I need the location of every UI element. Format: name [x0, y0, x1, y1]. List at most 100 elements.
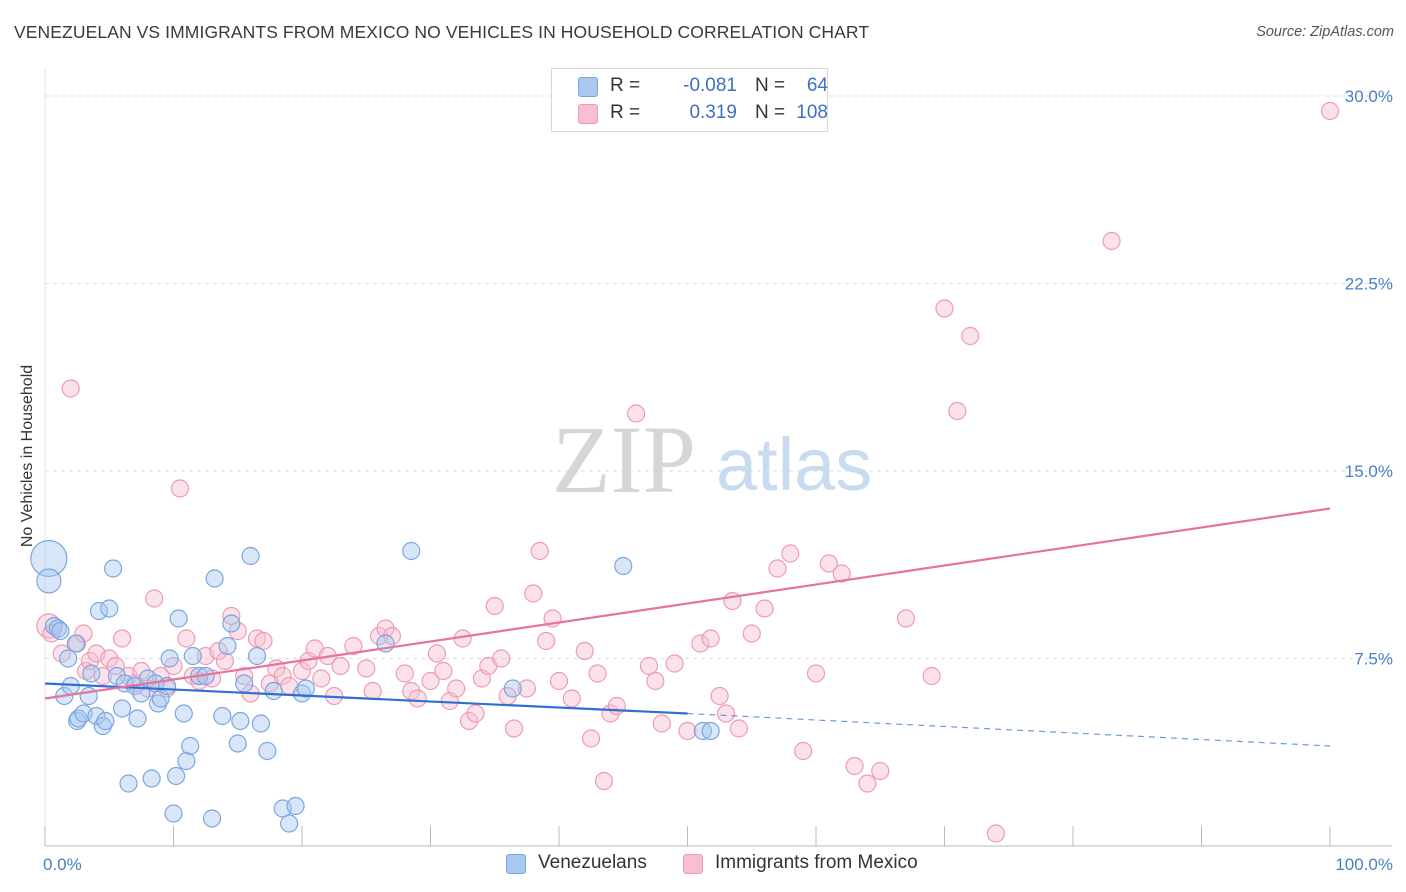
venezuelan-point: [69, 709, 88, 728]
mexico-point: [652, 714, 671, 733]
venezuelan-point: [169, 609, 188, 628]
venezuelan-point: [280, 814, 299, 833]
venezuelan-point: [100, 599, 119, 618]
venezuelan-point: [82, 664, 101, 683]
mexico-point: [781, 544, 800, 563]
venezuelan-point: [258, 741, 277, 761]
mexico-point: [408, 689, 427, 708]
mexico-point: [530, 541, 549, 561]
n-value: 108: [796, 102, 828, 123]
mexico-point: [665, 654, 684, 673]
mexico-point: [292, 661, 312, 681]
blue-swatch: [506, 854, 526, 874]
mexico-point: [1320, 101, 1340, 121]
venezuelan-point: [107, 666, 127, 686]
venezuelan-point: [231, 711, 250, 731]
venezuelan-point: [693, 721, 713, 741]
mexico-point: [228, 621, 247, 641]
mexico-point: [395, 664, 414, 683]
mexico-point: [357, 659, 376, 678]
venezuelan-point: [218, 636, 237, 656]
venezuelan-point: [264, 681, 283, 701]
mexico-point: [806, 664, 826, 683]
mexico-point: [132, 661, 151, 681]
venezuelan-point: [235, 674, 254, 693]
mexico-point: [145, 589, 164, 608]
venezuelan-point: [112, 699, 132, 718]
mexico-point: [961, 326, 980, 346]
mexico-point: [710, 686, 729, 706]
mexico-point: [768, 559, 787, 578]
mexico-point: [485, 596, 504, 616]
venezuelan-point: [701, 721, 720, 741]
mexico-points: [36, 101, 1340, 843]
mexico-point: [370, 626, 389, 646]
venezuelan-point: [36, 568, 62, 594]
venezuelan-point: [286, 796, 305, 816]
mexico-point: [948, 401, 967, 421]
chart-title: VENEZUELAN VS IMMIGRANTS FROM MEXICO NO …: [14, 22, 870, 42]
venezuelan-point: [241, 546, 260, 566]
mexico-point: [607, 696, 626, 716]
pink-swatch: [683, 854, 703, 874]
mexico-point: [492, 649, 511, 668]
mexico-point: [742, 624, 761, 643]
venezuelan-point: [142, 769, 161, 788]
venezuelan-points: [30, 539, 720, 833]
venezuelan-point: [202, 809, 222, 828]
mexico-point: [93, 666, 112, 686]
venezuelan-point: [247, 646, 267, 666]
mexico-point: [344, 636, 363, 656]
y-tick-label: 30.0%: [1345, 87, 1393, 106]
pink-swatch: [578, 104, 598, 124]
y-tick-label: 7.5%: [1354, 650, 1393, 669]
mexico-point: [504, 719, 524, 738]
venezuelan-trend-extension: [687, 712, 1331, 747]
watermark-atlas: atlas: [716, 423, 872, 506]
mexico-point: [447, 679, 466, 698]
venezuelan-point: [128, 709, 147, 728]
r-value: -0.081: [683, 75, 737, 96]
mexico-point: [678, 721, 697, 741]
n-value: 64: [806, 75, 828, 96]
mexico-point: [74, 624, 93, 643]
mexico-point: [896, 609, 916, 628]
x-tick-label: 100.0%: [1335, 855, 1393, 874]
mexico-point: [858, 774, 877, 793]
venezuelan-point: [160, 649, 179, 668]
correlation-legend: R = -0.081 N = 64 R = 0.319 N = 108: [551, 68, 828, 132]
venezuelan-point: [402, 541, 421, 561]
mexico-point: [466, 704, 485, 723]
venezuelan-point: [119, 774, 138, 793]
mexico-point: [177, 629, 196, 648]
mexico-point: [517, 679, 536, 698]
x-tick-label: 0.0%: [43, 855, 82, 874]
mexico-point: [922, 666, 941, 686]
mexico-point: [819, 554, 838, 573]
mexico-point: [215, 651, 234, 671]
mexico-point: [100, 649, 119, 668]
venezuelan-point: [104, 559, 123, 578]
mexico-point: [691, 634, 710, 653]
venezuelan-point: [164, 804, 183, 823]
mexico-point: [562, 689, 581, 708]
watermark-zip: ZIP: [552, 406, 696, 513]
mexico-point: [331, 656, 350, 676]
mexico-point: [222, 606, 241, 626]
venezuelan-point: [183, 646, 202, 666]
y-tick-label: 22.5%: [1345, 275, 1393, 294]
mexico-point: [845, 756, 864, 776]
venezuelan-point: [228, 734, 247, 753]
mexico-point: [170, 479, 190, 498]
mexico-point: [524, 584, 543, 603]
r-label: R =: [610, 102, 641, 123]
legend-label: Immigrants from Mexico: [715, 852, 918, 873]
venezuelan-point: [296, 679, 315, 698]
source-label: Source: ZipAtlas.com: [1256, 24, 1394, 40]
mexico-point: [421, 671, 440, 691]
mexico-point: [376, 619, 395, 638]
mexico-point: [459, 711, 479, 731]
gridlines: [45, 95, 1392, 659]
y-tick-label: 15.0%: [1345, 462, 1393, 481]
